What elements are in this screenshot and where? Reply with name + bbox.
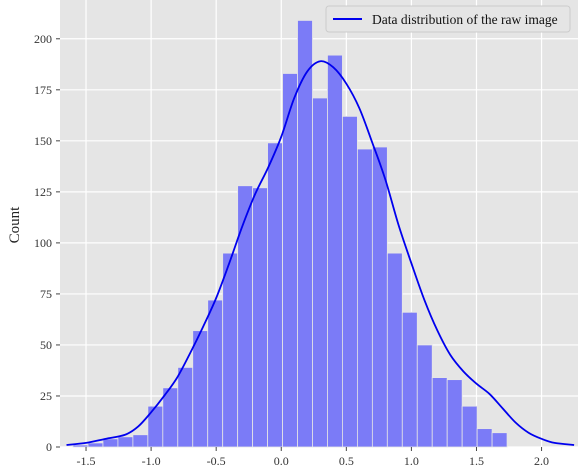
histogram-bar bbox=[431, 377, 448, 448]
histogram-bar bbox=[371, 146, 388, 448]
histogram-bars bbox=[72, 20, 508, 448]
kde-curve-layer bbox=[66, 60, 575, 446]
histogram-bar bbox=[461, 405, 478, 448]
x-tick-label: 1.5 bbox=[469, 454, 484, 468]
x-tick-label: 1.0 bbox=[404, 454, 419, 468]
x-tick-label: -0.5 bbox=[207, 454, 226, 468]
y-tick-label: 125 bbox=[34, 185, 52, 199]
y-tick-label: 75 bbox=[40, 287, 52, 301]
histogram-bar bbox=[446, 379, 463, 448]
histogram-bar bbox=[177, 366, 194, 448]
histogram-bar bbox=[102, 438, 119, 448]
y-axis-ticks: 0 25 50 75 100 125 150 175 200 bbox=[34, 32, 60, 454]
histogram-bar bbox=[117, 436, 134, 448]
histogram-bar bbox=[267, 142, 283, 448]
histogram-bar bbox=[312, 97, 328, 448]
histogram-bar bbox=[87, 442, 104, 448]
legend-label: Data distribution of the raw image bbox=[372, 12, 558, 27]
y-tick-label: 100 bbox=[34, 236, 52, 250]
kde-line bbox=[66, 60, 575, 446]
y-tick-label: 25 bbox=[40, 389, 52, 403]
histogram-bar bbox=[491, 432, 508, 448]
histogram-bar bbox=[252, 187, 268, 448]
histogram-bar bbox=[222, 252, 239, 448]
histogram-bar bbox=[386, 252, 403, 448]
histogram-bar bbox=[207, 299, 224, 448]
histogram-bar bbox=[132, 434, 149, 448]
y-axis-title: Count bbox=[7, 206, 23, 244]
y-tick-label: 50 bbox=[40, 338, 52, 352]
histogram-bar bbox=[327, 54, 343, 448]
x-tick-label: -1.5 bbox=[77, 454, 96, 468]
x-tick-label: 0.0 bbox=[274, 454, 289, 468]
histogram-bar bbox=[476, 428, 493, 448]
histogram-bar bbox=[401, 311, 418, 448]
histogram-bar bbox=[162, 387, 179, 448]
histogram-bar bbox=[192, 330, 209, 448]
histogram-bar bbox=[342, 115, 358, 448]
x-tick-label: -1.0 bbox=[142, 454, 161, 468]
legend: Data distribution of the raw image bbox=[325, 5, 571, 33]
y-tick-label: 0 bbox=[46, 440, 52, 454]
x-axis-ticks: -1.5 -1.0 -0.5 0.0 0.5 1.0 1.5 2.0 bbox=[77, 447, 549, 468]
y-tick-label: 150 bbox=[34, 134, 52, 148]
x-tick-label: 0.5 bbox=[339, 454, 354, 468]
histogram-bar bbox=[416, 344, 433, 448]
histogram-bar bbox=[72, 444, 89, 448]
y-tick-label: 200 bbox=[34, 32, 52, 46]
legend-box bbox=[325, 5, 571, 33]
x-tick-label: 2.0 bbox=[534, 454, 549, 468]
histogram-bar bbox=[356, 148, 373, 448]
y-tick-label: 175 bbox=[34, 83, 52, 97]
histogram-bar bbox=[282, 73, 298, 448]
histogram-bar bbox=[237, 185, 254, 448]
